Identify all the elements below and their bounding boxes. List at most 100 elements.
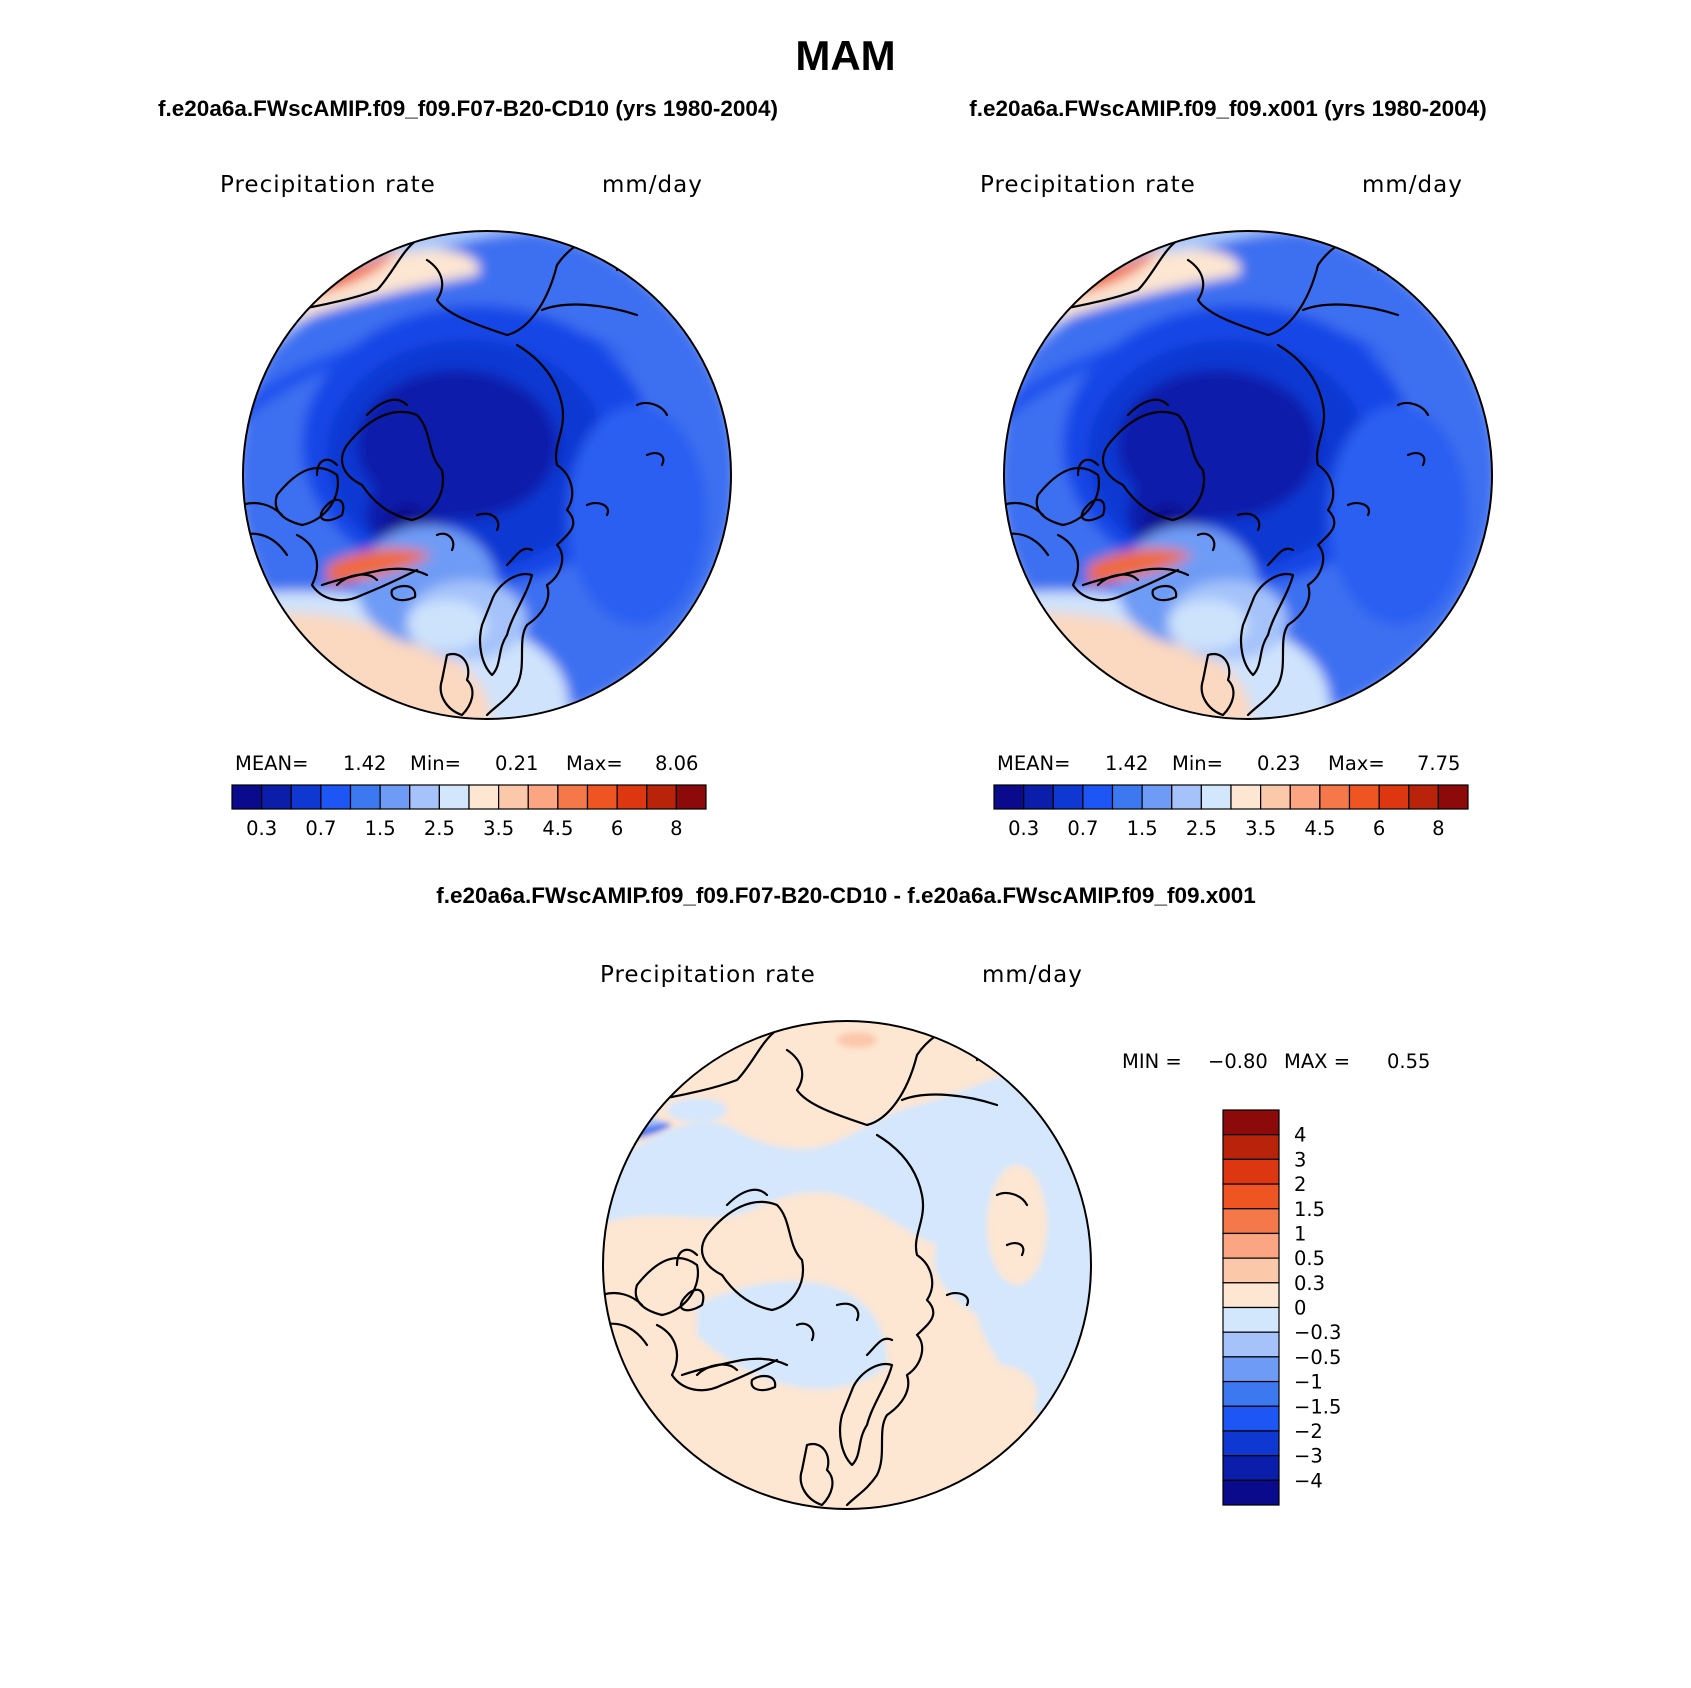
- season-title: MAM: [795, 32, 895, 79]
- left-map-border: [242, 230, 732, 720]
- left-colorbar-box: [349, 784, 381, 810]
- diff-colorbar-box: [1222, 1306, 1280, 1333]
- diff-colorbar-tick-label: 3: [1294, 1148, 1306, 1171]
- right-colorbar-box: [1141, 784, 1173, 810]
- diff-colorbar-box: [1222, 1257, 1280, 1284]
- diff-colorbar-box: [1222, 1158, 1280, 1185]
- diff-variable-label: Precipitation rate: [600, 962, 816, 988]
- left-min-label: Min=: [410, 752, 461, 775]
- diff-colorbar-tick-label: 0.5: [1294, 1247, 1325, 1270]
- left-colorbar-box: [675, 784, 707, 810]
- diff-colorbar-box: [1222, 1356, 1280, 1383]
- diff-colorbar-box: [1222, 1405, 1280, 1432]
- left-polar-map: [242, 230, 732, 720]
- left-colorbar-tick-label: 3.5: [483, 817, 514, 840]
- left-colorbar-box: [557, 784, 589, 810]
- right-case-title: f.e20a6a.FWscAMIP.f09_f09.x001 (yrs 1980…: [969, 96, 1486, 121]
- diff-colorbar-tick-label: 4: [1294, 1124, 1306, 1147]
- right-colorbar-tick-label: 3.5: [1245, 817, 1276, 840]
- diff-colorbar-box: [1222, 1183, 1280, 1210]
- diff-colorbar-tick-label: 2: [1294, 1173, 1306, 1196]
- right-min-label: Min=: [1172, 752, 1223, 775]
- diff-max-label: MAX =: [1284, 1050, 1350, 1073]
- left-colorbar-box: [468, 784, 500, 810]
- left-colorbar-box: [527, 784, 559, 810]
- diff-map-border: [602, 1020, 1092, 1510]
- right-min-value: 0.23: [1257, 752, 1300, 775]
- left-colorbar-box: [646, 784, 677, 810]
- right-colorbar-box: [1171, 784, 1202, 810]
- right-colorbar-tick-label: 1.5: [1127, 817, 1158, 840]
- diff-colorbar-box: [1222, 1430, 1280, 1457]
- diff-colorbar-tick-label: −4: [1294, 1469, 1323, 1492]
- left-colorbar: 0.3 0.7 1.5 2.5 3.5 4.5 6 8: [231, 784, 707, 840]
- right-colorbar-box: [1289, 784, 1321, 810]
- left-colorbar-box: [379, 784, 411, 810]
- right-colorbar-box: [1437, 784, 1469, 810]
- right-colorbar-box: [1348, 784, 1380, 810]
- diff-colorbar-tick-label: 1.5: [1294, 1198, 1325, 1221]
- diff-colorbar-box: [1222, 1331, 1280, 1358]
- right-units-label: mm/day: [1362, 172, 1463, 198]
- right-colorbar-box: [1052, 784, 1084, 810]
- left-mean-label: MEAN=: [235, 752, 308, 775]
- left-colorbar-tick-label: 0.7: [305, 817, 336, 840]
- diff-colorbar-box: [1222, 1232, 1280, 1259]
- diff-colorbar-tick-label: −2: [1294, 1420, 1323, 1443]
- right-map-border: [1003, 230, 1493, 720]
- left-colorbar-box: [320, 784, 352, 810]
- right-colorbar-tick-label: 0.7: [1067, 817, 1098, 840]
- right-colorbar-tick-label: 6: [1373, 817, 1385, 840]
- diff-colorbar-tick-label: −0.3: [1294, 1321, 1341, 1344]
- diff-min-value: −0.80: [1208, 1050, 1268, 1073]
- diff-units-label: mm/day: [982, 962, 1083, 988]
- diff-colorbar-tick-label: −1.5: [1294, 1395, 1341, 1418]
- left-max-value: 8.06: [655, 752, 698, 775]
- left-colorbar-box: [409, 784, 440, 810]
- left-colorbar-box: [438, 784, 470, 810]
- right-colorbar-box: [1082, 784, 1114, 810]
- left-colorbar-tick-label: 4.5: [542, 817, 573, 840]
- right-stats: MEAN= 1.42 Min= 0.23 Max= 7.75: [997, 752, 1460, 775]
- diff-colorbar-box: [1222, 1380, 1280, 1407]
- left-case-title: f.e20a6a.FWscAMIP.f09_f09.F07-B20-CD10 (…: [158, 96, 778, 121]
- left-colorbar-tick-label: 2.5: [424, 817, 455, 840]
- diff-colorbar-box: [1222, 1479, 1280, 1506]
- right-colorbar-box: [1200, 784, 1232, 810]
- right-mean-label: MEAN=: [997, 752, 1070, 775]
- right-colorbar-tick-label: 4.5: [1304, 817, 1335, 840]
- diff-colorbar-box: [1222, 1134, 1280, 1160]
- left-units-label: mm/day: [602, 172, 703, 198]
- right-colorbar-box: [1378, 784, 1410, 810]
- left-colorbar-box: [616, 784, 648, 810]
- left-colorbar-tick-label: 1.5: [365, 817, 396, 840]
- right-colorbar-tick-label: 8: [1432, 817, 1444, 840]
- right-colorbar-box: [1111, 784, 1143, 810]
- right-max-value: 7.75: [1417, 752, 1460, 775]
- diff-colorbar-tick-label: −3: [1294, 1445, 1323, 1468]
- left-colorbar-box: [290, 784, 322, 810]
- left-colorbar-tick-label: 0.3: [246, 817, 277, 840]
- diff-colorbar-box: [1222, 1455, 1280, 1481]
- right-colorbar-box: [1408, 784, 1439, 810]
- diff-colorbar-box: [1222, 1109, 1280, 1136]
- right-colorbar-box: [1260, 784, 1291, 810]
- right-colorbar-box: [993, 784, 1025, 810]
- right-colorbar-box: [1230, 784, 1262, 810]
- right-colorbar-tick-label: 2.5: [1186, 817, 1217, 840]
- diff-case-title: f.e20a6a.FWscAMIP.f09_f09.F07-B20-CD10 -…: [436, 883, 1256, 908]
- diff-colorbar-box: [1222, 1282, 1280, 1309]
- right-colorbar-box: [1023, 784, 1054, 810]
- diff-colorbar-tick-label: 0: [1294, 1297, 1306, 1320]
- right-colorbar-box: [1319, 784, 1351, 810]
- right-colorbar: 0.3 0.7 1.5 2.5 3.5 4.5 6 8: [993, 784, 1469, 840]
- left-colorbar-box: [586, 784, 618, 810]
- right-colorbar-tick-label: 0.3: [1008, 817, 1039, 840]
- right-polar-map: [1003, 230, 1493, 720]
- left-max-label: Max=: [566, 752, 623, 775]
- diff-polar-map: [602, 1020, 1092, 1510]
- right-mean-value: 1.42: [1105, 752, 1148, 775]
- diff-min-label: MIN =: [1122, 1050, 1182, 1073]
